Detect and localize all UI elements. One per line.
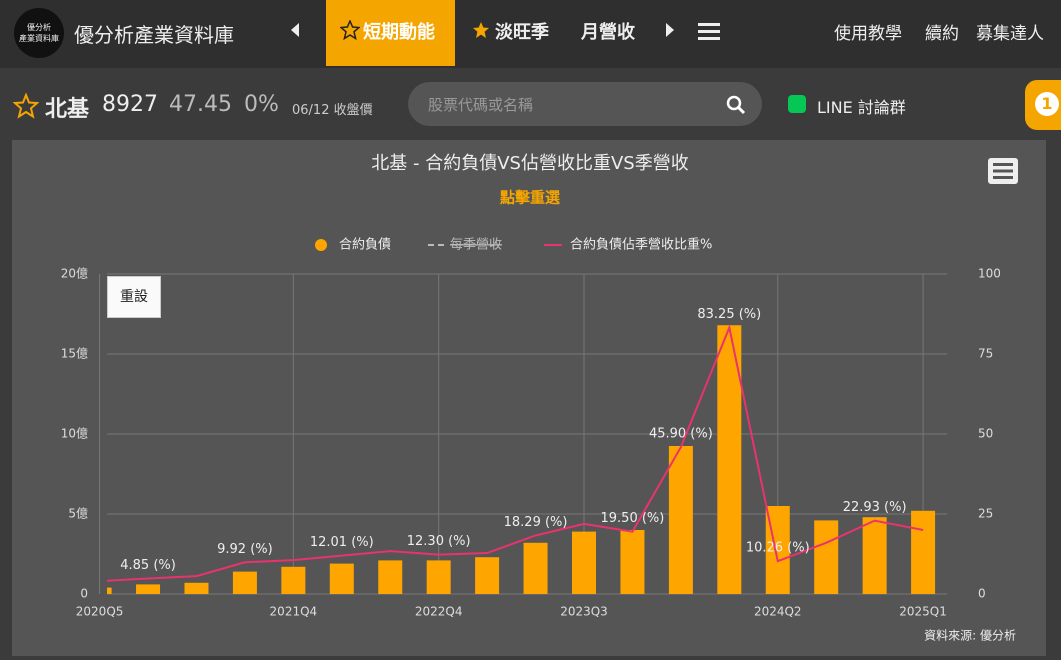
bar <box>523 542 548 594</box>
chart: 北基 - 合約負債VS佔營收比重VS季營收 點擊重選 資料來源: 優分析 0 5億… <box>61 153 1018 643</box>
chart-panel: 北基 - 合約負債VS佔營收比重VS季營收 點擊重選 資料來源: 優分析 0 5億… <box>12 140 1046 656</box>
bar <box>378 560 403 594</box>
y2-tick-label: 0 <box>978 587 986 601</box>
star-icon <box>473 22 489 38</box>
y2-tick-label: 25 <box>978 507 993 521</box>
stock-price: 47.45 <box>169 92 232 117</box>
search-box[interactable]: 股票代碼或名稱 <box>408 82 762 126</box>
next-arrow[interactable] <box>664 22 676 38</box>
logo-line: 優分析 <box>27 23 51 32</box>
bar <box>329 563 354 594</box>
y2-tick-label: 100 <box>978 267 1001 281</box>
data-label: 9.92 (%) <box>217 542 273 557</box>
bar <box>426 560 451 594</box>
menu-icon[interactable] <box>698 22 720 40</box>
active-tab[interactable] <box>326 0 455 66</box>
data-label: 4.85 (%) <box>120 558 176 573</box>
stock-name: 北基 <box>45 97 90 122</box>
chart-title: 北基 - 合約負債VS佔營收比重VS季營收 <box>371 153 688 174</box>
data-label: 19.50 (%) <box>601 511 665 526</box>
bar <box>862 517 887 594</box>
bar <box>475 557 500 594</box>
nav-item[interactable]: 月營收 <box>581 22 635 43</box>
data-label: 12.30 (%) <box>407 534 471 549</box>
nav-item[interactable]: 短期動能 <box>363 22 435 43</box>
x-tick-label: 2023Q3 <box>560 605 608 619</box>
favorite-star[interactable] <box>13 93 39 119</box>
bar <box>281 566 306 594</box>
bar <box>232 571 257 594</box>
y-tick-label: 5億 <box>68 507 88 521</box>
bar <box>620 530 645 594</box>
y-tick-label: 15億 <box>61 347 88 361</box>
stock-date: 06/12 收盤價 <box>292 103 373 118</box>
x-tick-label: 2020Q5 <box>76 605 124 619</box>
link[interactable]: 募集達人 <box>976 24 1044 44</box>
logo-line: 產業資料庫 <box>19 34 59 43</box>
x-tick-label: 2021Q4 <box>270 605 318 619</box>
bar <box>911 510 936 594</box>
legend-label[interactable]: 每季營收 <box>450 237 502 253</box>
bar <box>814 520 839 594</box>
bar <box>184 582 209 594</box>
data-label: 18.29 (%) <box>504 515 568 530</box>
menu-bar <box>993 163 1013 166</box>
legend-swatch <box>315 239 327 251</box>
line <box>107 324 924 582</box>
header: 優分析 產業資料庫 優分析產業資料庫 短期動能 淡旺季 月營收 使用教學 續約 募… <box>0 0 1061 68</box>
y-tick-label: 10億 <box>61 427 88 441</box>
stock-code: 8927 <box>102 92 158 117</box>
legend-label[interactable]: 合約負債佔季營收比重% <box>570 237 712 253</box>
stock-change: 0% <box>244 92 279 117</box>
data-label: 12.01 (%) <box>310 535 374 550</box>
source: 資料來源: 優分析 <box>924 629 1016 643</box>
bar <box>107 587 112 594</box>
plot <box>107 324 936 594</box>
x-tick-label: 2022Q4 <box>415 605 463 619</box>
reset-button[interactable]: 重設 <box>107 276 161 318</box>
bar <box>136 584 161 594</box>
legend-label[interactable]: 合約負債 <box>339 238 391 253</box>
search-placeholder: 股票代碼或名稱 <box>428 96 534 114</box>
data-label: 10.26 (%) <box>746 541 810 556</box>
bar <box>668 446 693 594</box>
menu-bar <box>993 176 1013 179</box>
prev-arrow[interactable] <box>289 22 301 38</box>
link[interactable]: 續約 <box>925 24 959 44</box>
site-name[interactable]: 優分析產業資料庫 <box>74 23 234 47</box>
x-tick-label: 2024Q2 <box>754 605 802 619</box>
line-group[interactable]: LINE 討論群 <box>817 98 906 117</box>
y-tick-label: 0 <box>80 587 88 601</box>
link[interactable]: 使用教學 <box>834 24 902 44</box>
y2-tick-label: 50 <box>978 427 993 441</box>
menu-bar <box>993 169 1013 173</box>
nav-item[interactable]: 淡旺季 <box>495 22 549 43</box>
bar <box>572 531 596 594</box>
search-icon[interactable] <box>726 95 746 115</box>
line-icon <box>788 95 806 113</box>
data-label: 22.93 (%) <box>843 500 907 515</box>
x-tick-label: 2025Q1 <box>899 605 947 619</box>
badge-count: 1 <box>1035 92 1059 116</box>
chart-subtitle[interactable]: 點擊重選 <box>500 189 560 207</box>
y-tick-label: 20億 <box>61 267 88 281</box>
badge[interactable]: 1 <box>1025 80 1061 130</box>
data-label: 83.25 (%) <box>697 307 761 322</box>
star-icon <box>340 20 360 40</box>
data-label: 45.90 (%) <box>649 427 713 442</box>
logo[interactable]: 優分析 產業資料庫 <box>14 8 64 58</box>
y2-tick-label: 75 <box>978 347 993 361</box>
